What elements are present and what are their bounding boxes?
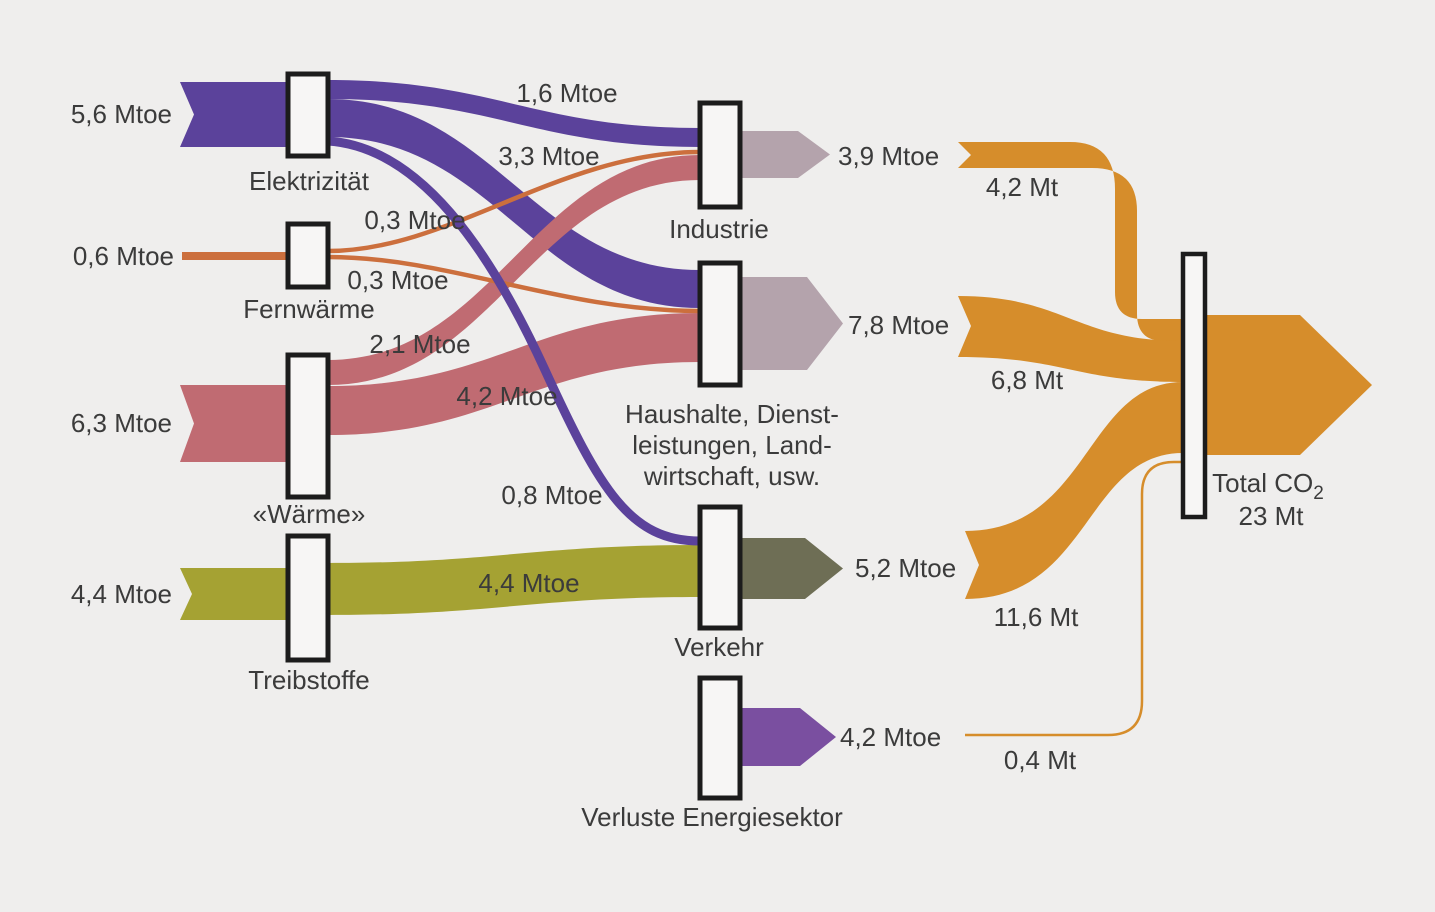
node-verluste (697, 675, 743, 801)
label-value-treibstoffe: 4,4 Mtoe (71, 579, 172, 609)
label-node-waerme: «Wärme» (253, 499, 366, 529)
label-flow-waerme-haushalte: 4,2 Mtoe (456, 381, 557, 411)
label-output-verkehr: 5,2 Mtoe (855, 553, 956, 583)
label-node-haushalte-line3: wirtschaft, usw. (643, 461, 820, 491)
label-node-haushalte-line2: leistungen, Land- (632, 430, 831, 460)
label-value-waerme: 6,3 Mtoe (71, 408, 172, 438)
label-flow-fernwaerme-haushalte: 0,3 Mtoe (347, 265, 448, 295)
co2-flow-verluste (965, 460, 1183, 737)
label-output-verluste: 4,2 Mtoe (840, 722, 941, 752)
flow-waerme-industrie (328, 155, 700, 385)
output-arrow-verluste (740, 708, 836, 766)
label-node-haushalte-line1: Haushalte, Dienst- (625, 399, 839, 429)
flow-elektrizitaet-industrie (328, 80, 700, 147)
label-flow-elektrizitaet-haushalte: 3,3 Mtoe (498, 141, 599, 171)
source-arrow-waerme (180, 385, 288, 462)
label-flow-treibstoffe-verkehr: 4,4 Mtoe (478, 568, 579, 598)
source-arrow-elektrizitaet (180, 82, 288, 147)
label-flow-elektrizitaet-industrie: 1,6 Mtoe (516, 78, 617, 108)
node-elektrizitaet (285, 71, 331, 159)
label-node-treibstoffe: Treibstoffe (248, 665, 369, 695)
label-node-verluste: Verluste Energiesektor (581, 802, 843, 832)
node-waerme (285, 352, 331, 500)
label-total-co2-value: 23 Mt (1238, 501, 1304, 531)
flow-elektrizitaet-haushalte (328, 99, 700, 308)
label-node-fernwaerme: Fernwärme (243, 294, 374, 324)
co2-total-arrow (1205, 315, 1372, 455)
label-node-verkehr: Verkehr (674, 632, 764, 662)
label-output-haushalte: 7,8 Mtoe (848, 310, 949, 340)
label-total-co2-subscript: 2 (1313, 483, 1324, 504)
source-arrow-treibstoffe (180, 568, 288, 620)
label-flow-elektrizitaet-verkehr: 0,8 Mtoe (501, 480, 602, 510)
node-total-co2 (1180, 251, 1208, 520)
co2-flow-haushalte (958, 296, 1183, 382)
flow-elektrizitaet-verkehr (327, 136, 701, 546)
co2-flow-industrie (958, 142, 1183, 341)
node-treibstoffe (285, 533, 331, 663)
output-arrow-verkehr (740, 538, 843, 599)
node-verkehr (697, 504, 743, 631)
output-arrow-industrie (740, 131, 830, 178)
flow-fernwaerme-haushalte (327, 254, 701, 314)
label-co2-verkehr: 11,6 Mt (994, 602, 1080, 632)
output-arrow-haushalte (740, 277, 843, 370)
label-co2-industrie: 4,2 Mt (986, 172, 1059, 202)
label-value-elektrizitaet: 5,6 Mtoe (71, 99, 172, 129)
label-output-industrie: 3,9 Mtoe (838, 141, 939, 171)
label-total-co2-main: Total CO (1212, 468, 1313, 498)
node-haushalte (697, 260, 743, 388)
node-industrie (697, 100, 743, 210)
co2-flow-verkehr (965, 382, 1183, 599)
label-co2-verluste: 0,4 Mt (1004, 745, 1077, 775)
label-co2-haushalte: 6,8 Mt (991, 365, 1064, 395)
label-node-industrie: Industrie (669, 214, 769, 244)
flow-fernwaerme-industrie (327, 149, 701, 254)
label-flow-waerme-industrie: 2,1 Mtoe (369, 329, 470, 359)
label-node-elektrizitaet: Elektrizität (249, 166, 370, 196)
label-flow-fernwaerme-industrie: 0,3 Mtoe (364, 205, 465, 235)
node-fernwaerme (285, 221, 331, 290)
flow-waerme-haushalte (328, 313, 700, 435)
label-value-fernwaerme: 0,6 Mtoe (73, 241, 174, 271)
flow-treibstoffe-verkehr (328, 545, 700, 615)
label-total-co2: Total CO2 (1212, 468, 1324, 504)
